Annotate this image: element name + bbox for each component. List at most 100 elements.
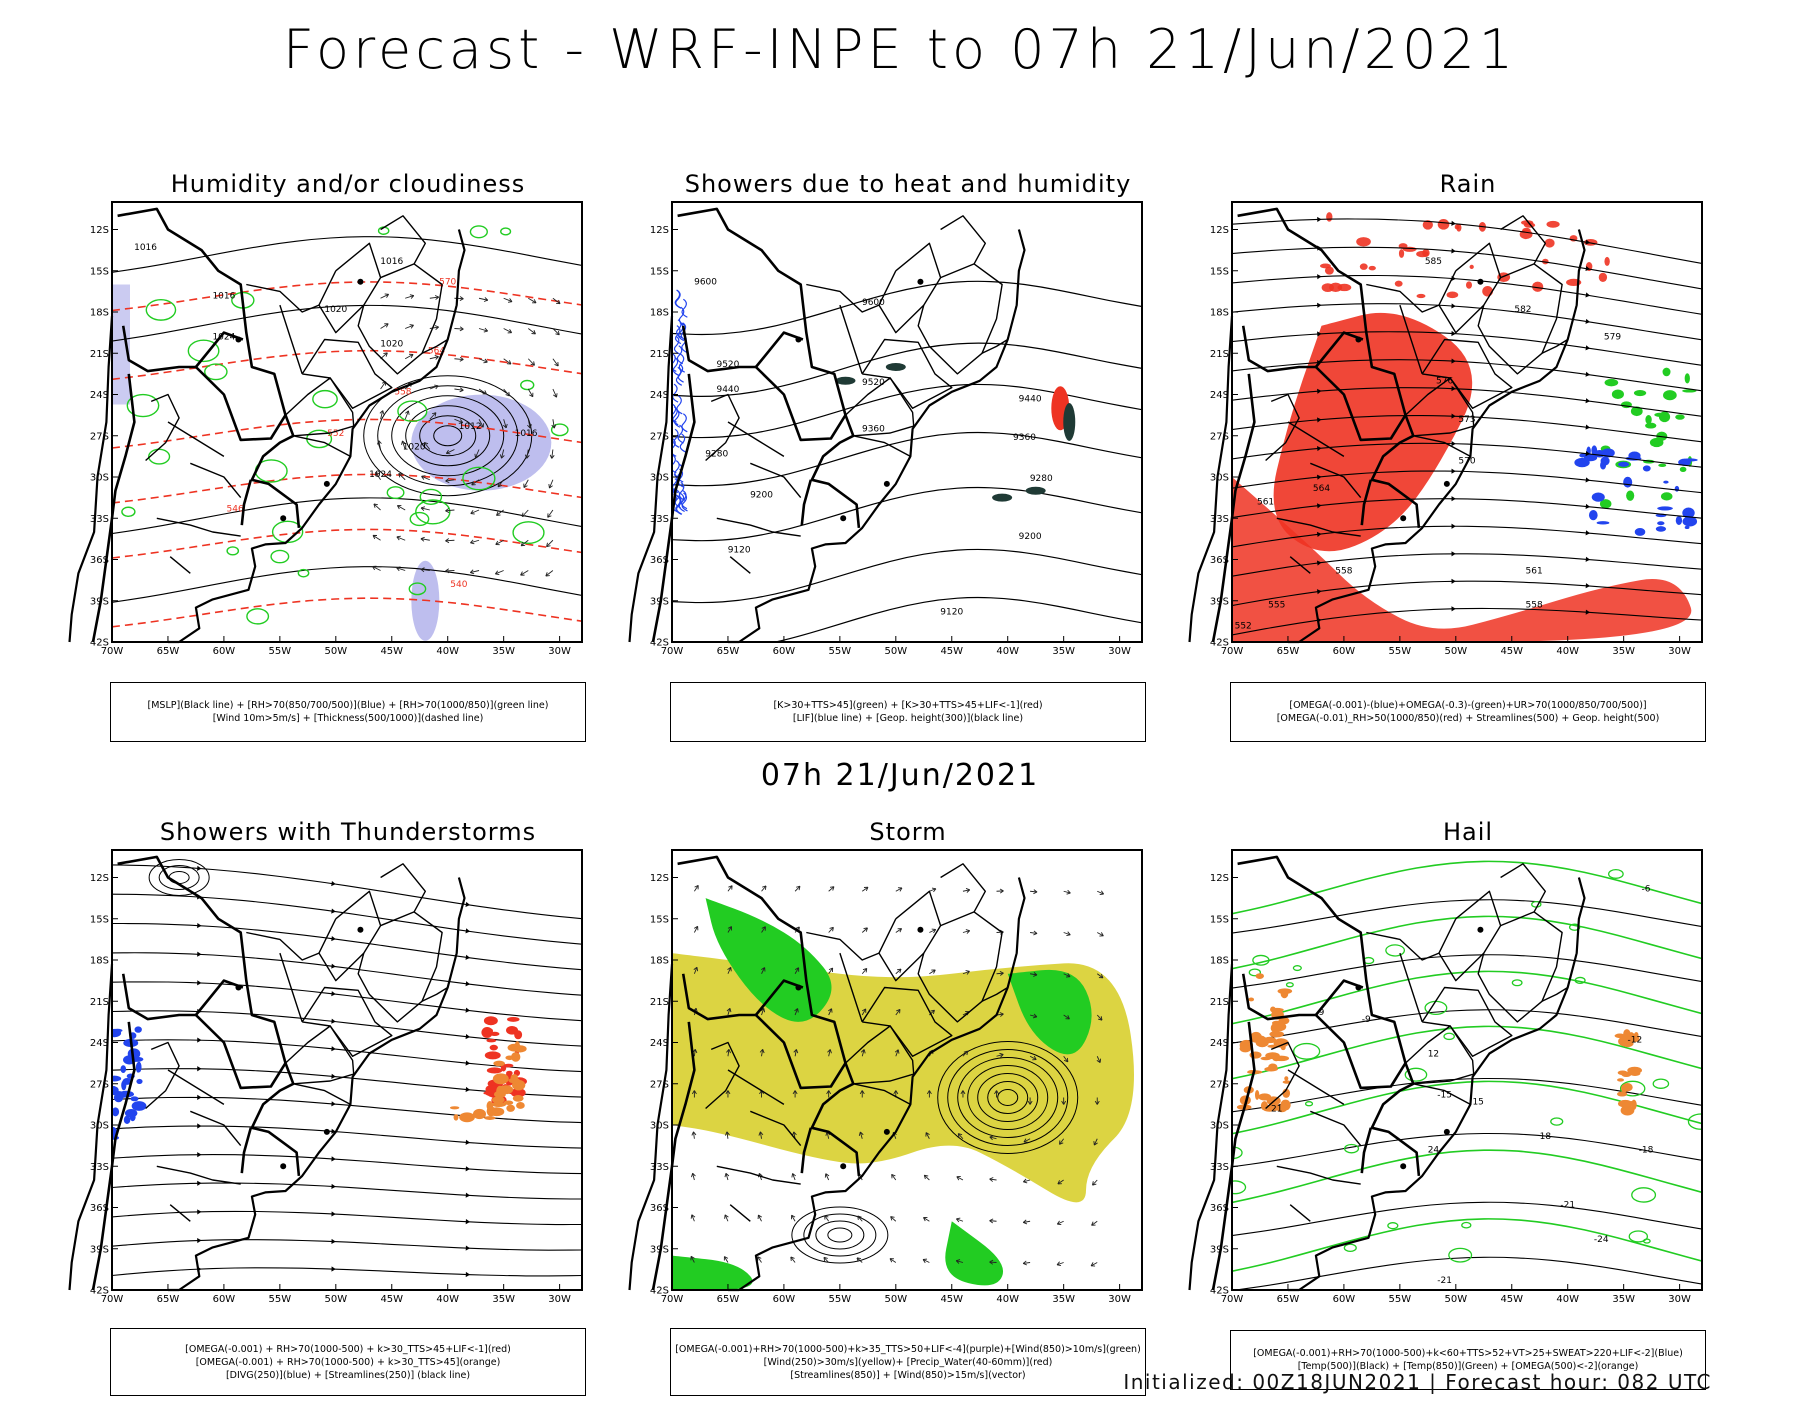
page-title: Forecast - WRF-INPE to 07h 21/Jun/2021 bbox=[0, 18, 1800, 81]
state-border bbox=[879, 891, 941, 980]
rh-green-contour bbox=[149, 449, 170, 464]
lake-marker bbox=[1355, 985, 1361, 991]
streamline-arrow bbox=[331, 1046, 336, 1051]
red-area bbox=[504, 1064, 513, 1068]
lat-tick-label: 39S bbox=[650, 596, 669, 607]
state-border bbox=[1366, 933, 1439, 961]
omega-orange-area bbox=[1270, 1008, 1284, 1012]
state-border bbox=[302, 340, 392, 409]
streamline-arrow bbox=[331, 1211, 335, 1216]
lon-tick-label: 40W bbox=[436, 1294, 459, 1305]
lat-tick-label: 36S bbox=[1210, 555, 1229, 566]
rain-blue-area bbox=[1657, 521, 1664, 525]
streamline bbox=[112, 865, 582, 919]
streamline-arrow bbox=[1451, 579, 1455, 584]
lon-tick-label: 55W bbox=[269, 1294, 292, 1305]
temp850-green-contour bbox=[1294, 1044, 1320, 1060]
contour-line bbox=[1232, 1219, 1702, 1271]
temp850-green-contour bbox=[1287, 983, 1294, 987]
state-border bbox=[302, 988, 392, 1057]
rain-green-area bbox=[1685, 373, 1690, 383]
rain-green-area bbox=[1658, 464, 1666, 467]
contour-label: 1016 bbox=[134, 243, 157, 253]
legend-thunderstorms: [OMEGA(-0.001) + RH>70(1000-500) + k>30_… bbox=[110, 1328, 586, 1396]
streamline-arrow bbox=[197, 1038, 201, 1043]
contour-label: 9440 bbox=[1019, 394, 1042, 404]
orange-area bbox=[513, 1095, 524, 1102]
streamline-arrow bbox=[466, 1087, 471, 1092]
streamline-arrow bbox=[1452, 524, 1456, 529]
geopotential-contour bbox=[672, 343, 1142, 396]
contour-label: -21 bbox=[1437, 1276, 1452, 1286]
panel-title-showers-heat: Showers due to heat and humidity bbox=[658, 170, 1158, 198]
lon-tick-label: 30W bbox=[548, 1294, 571, 1305]
contour-label: 582 bbox=[1514, 305, 1531, 315]
map-hail: -6-9-12-15-18-21-24-219121518212412S15S1… bbox=[1218, 850, 1718, 1330]
data-layer bbox=[672, 885, 1134, 1290]
temp850-green-contour bbox=[1345, 1145, 1359, 1153]
lat-tick-label: 21S bbox=[90, 997, 109, 1008]
state-border bbox=[190, 463, 240, 497]
temp850-green-contour bbox=[1293, 966, 1301, 971]
rh-green-contour bbox=[513, 522, 544, 544]
orange-area bbox=[450, 1106, 459, 1109]
lon-tick-label: 60W bbox=[213, 1294, 236, 1305]
lake-marker bbox=[1400, 515, 1406, 521]
streamline-arrow bbox=[1452, 496, 1456, 501]
legend-storm: [OMEGA(-0.001)+RH>70(1000-500)+k>35_TTS>… bbox=[670, 1328, 1146, 1396]
rain-green-area bbox=[1634, 390, 1646, 396]
rain-blue-area bbox=[1675, 486, 1679, 492]
lat-tick-label: 24S bbox=[650, 390, 669, 401]
streamline-arrow bbox=[1586, 557, 1590, 562]
contour-label: 9200 bbox=[1019, 532, 1042, 542]
omega-orange-area bbox=[1627, 1067, 1642, 1074]
streamline-arrow bbox=[1451, 303, 1455, 308]
contour-label: -15 bbox=[1437, 1091, 1452, 1101]
state-border bbox=[280, 953, 302, 1022]
state-border bbox=[941, 216, 986, 264]
state-border bbox=[1478, 912, 1562, 1022]
lon-tick-label: 60W bbox=[773, 1294, 796, 1305]
lon-tick-label: 60W bbox=[213, 646, 236, 657]
lat-tick-label: 27S bbox=[650, 1079, 669, 1090]
rain-red-speckle bbox=[1604, 257, 1609, 266]
streamline-arrow bbox=[466, 1034, 471, 1039]
atlantic-coastline bbox=[1288, 878, 1585, 1291]
rain-blue-area bbox=[1589, 510, 1598, 520]
streamline-circulation bbox=[169, 872, 189, 884]
rh-green-contour bbox=[146, 300, 175, 320]
lake-marker bbox=[324, 1129, 330, 1135]
atlantic-coastline bbox=[168, 878, 465, 1291]
country-border bbox=[196, 981, 243, 1015]
rh-green-contour bbox=[501, 228, 511, 235]
state-border bbox=[1288, 1070, 1344, 1104]
contour-label: 540 bbox=[450, 580, 467, 590]
state-border bbox=[1400, 953, 1422, 1022]
lat-tick-label: 15S bbox=[650, 266, 669, 277]
streamline-arrow bbox=[466, 981, 471, 986]
streamline-arrow bbox=[1585, 319, 1590, 324]
lat-tick-label: 12S bbox=[1210, 873, 1229, 884]
lon-tick-label: 50W bbox=[324, 646, 347, 657]
omega-orange-area bbox=[1240, 1045, 1251, 1052]
state-border bbox=[293, 436, 350, 457]
rh-green-contour bbox=[470, 226, 487, 238]
rain-red-speckle bbox=[1326, 212, 1332, 221]
temp850-green-contour bbox=[1551, 1118, 1563, 1125]
lon-tick-label: 60W bbox=[773, 646, 796, 657]
rh-green-contour bbox=[398, 401, 427, 421]
state-border bbox=[190, 1111, 240, 1145]
lon-tick-label: 50W bbox=[884, 646, 907, 657]
state-border bbox=[381, 864, 426, 912]
streamline-arrow bbox=[1586, 398, 1591, 403]
rh-green-contour bbox=[122, 507, 135, 516]
streamline-arrow bbox=[466, 1272, 470, 1277]
contour-label: 1016 bbox=[515, 429, 538, 439]
contour-label: 1024 bbox=[369, 470, 392, 480]
rain-red-speckle bbox=[1360, 263, 1368, 270]
rh-green-contour bbox=[227, 547, 238, 555]
lon-tick-label: 55W bbox=[1389, 646, 1412, 657]
green-area bbox=[992, 494, 1012, 502]
